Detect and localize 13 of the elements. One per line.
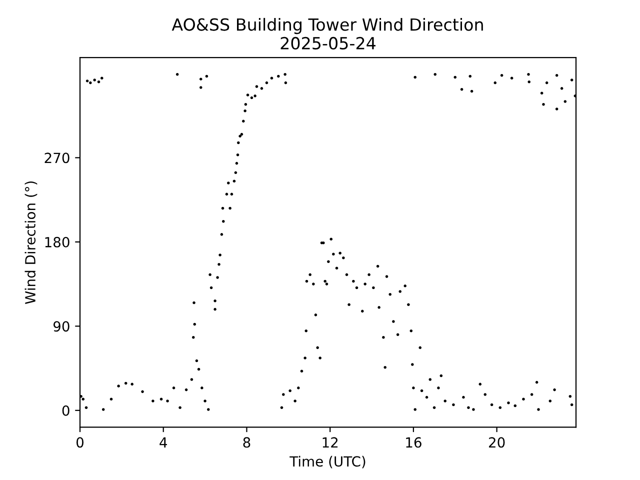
y-tick-label: 0 bbox=[62, 405, 70, 416]
y-tick-label: 90 bbox=[53, 321, 70, 332]
x-tick-label: 4 bbox=[160, 437, 167, 448]
x-tick-label: 20 bbox=[488, 437, 505, 448]
y-axis-title: Wind Direction (°) bbox=[24, 181, 38, 304]
x-tick-label: 8 bbox=[243, 437, 250, 448]
x-tick-label: 12 bbox=[322, 437, 338, 448]
y-tick-label: 180 bbox=[45, 236, 70, 248]
x-tick-label: 0 bbox=[76, 437, 84, 448]
x-axis-title: Time (UTC) bbox=[290, 456, 366, 468]
y-tick-label: 270 bbox=[44, 152, 70, 164]
chart-title: AO&SS Building Tower Wind Direction 2025-05-24 bbox=[172, 18, 483, 50]
x-tick-label: 16 bbox=[406, 437, 422, 448]
